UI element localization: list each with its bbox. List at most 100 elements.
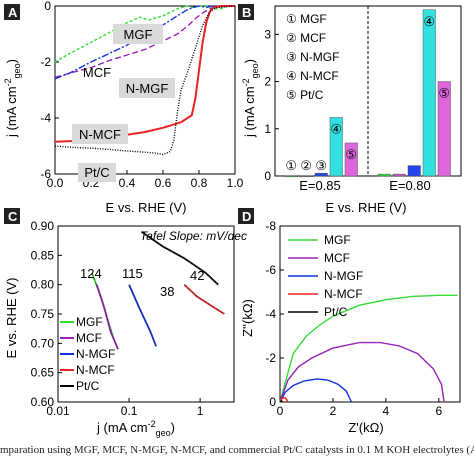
- panel-c-fit-mcf: [96, 284, 119, 350]
- panel-b-bar-e-0-80-n-mgf: [407, 165, 421, 177]
- panel-a-letter: A: [8, 5, 18, 20]
- panel-c-y-label: E vs. RHE (V): [4, 278, 19, 359]
- panel-c-y-tick-label: 0.70: [31, 336, 55, 350]
- slope-label-38: 38: [160, 284, 174, 299]
- panel-c-x-tick-label: 1: [197, 404, 204, 418]
- panel-d-x-tick-label: 4: [383, 404, 390, 418]
- panel-c-fit-n-mcf: [184, 284, 225, 315]
- panel-c-legend-label-mcf: MCF: [76, 331, 102, 345]
- panel-b-y-tick-label: 0: [264, 169, 271, 183]
- panel-b-bar-e-0-85-n-mcf: [329, 117, 343, 177]
- panel-c-line-n-mcf: [183, 284, 225, 315]
- panel-a-y-tick-label: -2: [40, 55, 51, 69]
- label-box-nmcf: [72, 124, 128, 144]
- panel-d-line-mgf: [279, 294, 458, 403]
- panel-d-letter-box: [238, 208, 254, 224]
- panel-b-bar-e-0-85-pt-c: [344, 142, 358, 177]
- label-box-nmgf: [119, 78, 175, 98]
- panel-b-bar-e-0-80-pt-c: [437, 81, 451, 177]
- panel-d-x-tick-label: 6: [435, 404, 442, 418]
- panel-d-frame: [279, 225, 461, 403]
- panel-a-x-tick-label: 0.6: [155, 176, 172, 190]
- panel-b-bar-marker-e-0-85-n-mcf: ④: [330, 121, 342, 136]
- panel-b-y-tick-label: 3: [264, 27, 271, 41]
- legend-entry-b-2: ② MCF: [286, 31, 326, 45]
- panel-d-x-tick-label: 2: [330, 404, 337, 418]
- panel-a-x-tick-label: 1.0: [227, 176, 244, 190]
- group-label-085: E=0.85: [299, 178, 341, 193]
- panel-c-x-tick-label: 0.1: [121, 404, 138, 418]
- panel-b-bar-e-0-85-n-mgf: [314, 172, 328, 177]
- panel-d-line-mcf: [279, 341, 445, 403]
- panel-a-x-tick-label: 0.8: [191, 176, 208, 190]
- panel-d-y-tick-label: -6: [265, 263, 276, 277]
- panel-b-y-label: j (mA cm-2geo): [241, 59, 260, 138]
- panel-c: C 0.01 0.1 1 0.60 0.65 0.70 0.75 0.80 0.85 0.90 MG…: [4, 208, 247, 438]
- panel-b-bar-e-0-85-mgf: [284, 175, 298, 178]
- panel-a-y-tick-label: -6: [40, 167, 51, 181]
- panel-c-y-tick-label: 0.75: [31, 307, 55, 321]
- label-box-ptc: [78, 163, 116, 182]
- panel-a: A 0.0 0.2 0.4 0.6 0.8 1.0-6-4-20 j (mA cm-2ge…: [3, 0, 244, 215]
- panel-c-y-tick-label: 0.85: [31, 248, 55, 262]
- panel-d-x-tick-label: 0: [277, 404, 284, 418]
- panel-b-letter: B: [242, 5, 251, 20]
- panel-d-letter: D: [242, 209, 251, 224]
- panel-c-legend-label-pt-c: Pt/C: [76, 379, 100, 393]
- panel-b-y-tick-label: 2: [264, 75, 271, 89]
- panel-b-bar-marker-e-0-85-mcf: ②: [300, 158, 312, 173]
- slope-label-42: 42: [190, 268, 204, 283]
- legend-entry-b-4: ④ N-MCF: [286, 69, 339, 83]
- panel-d-legend-label-n-mcf: N-MCF: [324, 287, 363, 301]
- series-label-nmgf: N-MGF: [126, 81, 169, 96]
- panel-b-letter-box: [238, 4, 254, 20]
- panel-a-y-label: j (mA cm-2geo): [3, 59, 22, 138]
- panel-b-y-tick-label: 1: [264, 122, 271, 136]
- panel-a-x-tick-label: 0.4: [119, 176, 136, 190]
- panel-c-y-tick-label: 0.90: [31, 219, 55, 233]
- figure-caption: mparation using MGF, MCF, N-MGF, N-MCF, …: [0, 444, 474, 456]
- panel-c-legend-label-mgf: MGF: [76, 315, 103, 329]
- panel-b-x-label: E vs. RHE (V): [326, 200, 407, 215]
- panel-c-y-tick-label: 0.60: [31, 395, 55, 409]
- panel-c-x-label: j (mA cm-2geo): [96, 419, 175, 438]
- legend-entry-b-1: ① MGF: [286, 12, 327, 26]
- panel-b-bar-marker-e-0-85-n-mgf: ③: [315, 158, 327, 173]
- panel-a-letter-box: [4, 4, 20, 20]
- panel-b-bar-marker-e-0-80-n-mcf: ④: [423, 14, 435, 29]
- panel-c-y-tick-label: 0.80: [31, 278, 55, 292]
- panel-b-bar-marker-e-0-85-pt-c: ⑤: [345, 147, 357, 162]
- panel-c-letter-box: [4, 208, 20, 224]
- panel-a-y-tick-label: -4: [40, 111, 51, 125]
- legend-entry-b-5: ⑤ Pt/C: [286, 88, 324, 102]
- panel-d-legend-label-mcf: MCF: [324, 251, 350, 265]
- group-label-080: E=0.80: [389, 178, 431, 193]
- panel-d-line-pt-c: [279, 400, 284, 403]
- panel-a-frame: [54, 5, 236, 175]
- series-label-nmcf: N-MCF: [79, 127, 121, 142]
- panel-b-bar-e-0-80-mcf: [392, 173, 406, 177]
- panel-c-legend-label-n-mcf: N-MCF: [76, 363, 115, 377]
- panel-b-bar-marker-e-0-85-mgf: ①: [285, 158, 297, 173]
- panel-b-bar-e-0-80-n-mcf: [422, 9, 436, 177]
- panel-c-legend-label-n-mgf: N-MGF: [76, 347, 115, 361]
- legend-entry-b-3: ③ N-MGF: [286, 50, 339, 64]
- panel-d-y-label: Z''(kΩ): [240, 299, 255, 337]
- label-box-mgf: [113, 24, 163, 44]
- panel-d-y-tick-label: -8: [265, 219, 276, 233]
- panel-d-legend-label-n-mgf: N-MGF: [324, 269, 363, 283]
- panel-c-fit-pt-c: [141, 231, 219, 285]
- panel-d-legend-label-pt-c: Pt/C: [324, 305, 348, 319]
- panel-a-line-mgf: [54, 5, 235, 63]
- slope-label-124: 124: [80, 266, 102, 281]
- panel-c-letter: C: [8, 209, 18, 224]
- series-label-ptc: Pt/C: [84, 165, 109, 180]
- panel-d-x-label: Z'(kΩ): [348, 420, 383, 435]
- panel-d-line-n-mgf: [279, 378, 353, 403]
- slope-label-115: 115: [122, 266, 143, 281]
- panel-b-bar-e-0-80-mgf: [377, 173, 391, 177]
- panel-d-y-tick-label: -2: [265, 351, 276, 365]
- series-label-mgf: MGF: [124, 27, 153, 42]
